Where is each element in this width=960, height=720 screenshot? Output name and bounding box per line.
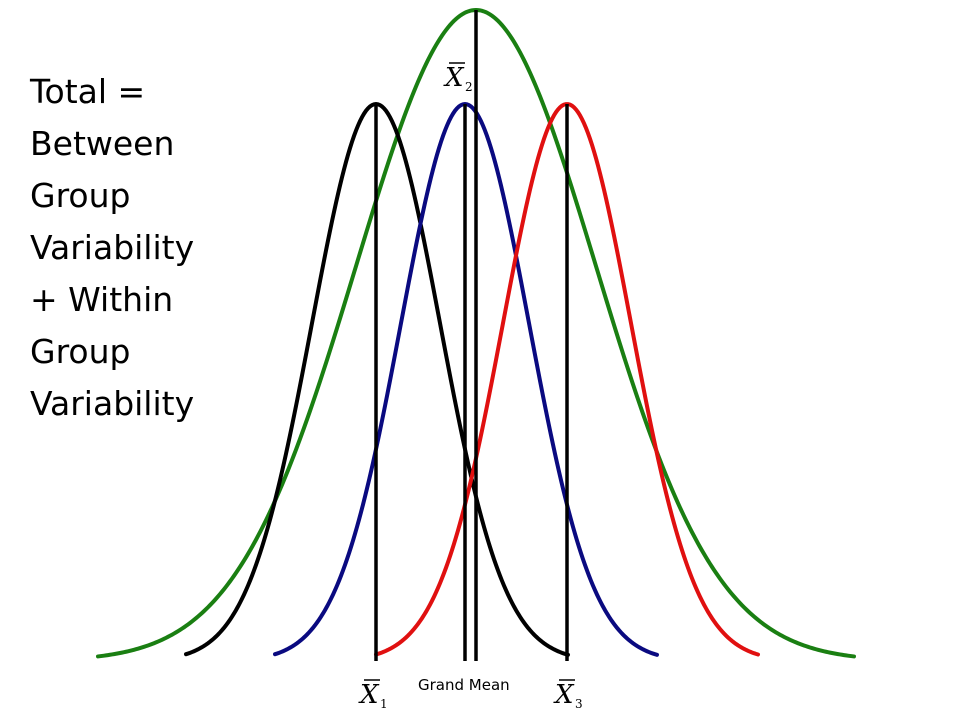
caption-line: Variability [30, 384, 195, 423]
caption-line: Total = [30, 72, 146, 111]
caption-line: Between [30, 124, 175, 163]
x1-letter: X [358, 680, 380, 710]
x2-subscript: 2 [465, 80, 473, 94]
caption-line: + Within [30, 280, 174, 319]
x3-subscript: 3 [575, 697, 583, 711]
x2-letter: X [443, 63, 465, 93]
variability-caption: Total = Between Group Variability + With… [30, 66, 194, 430]
x3-bar-label: X 3 [553, 679, 583, 711]
grand-mean-label: Grand Mean [418, 676, 510, 694]
caption-line: Group [30, 176, 131, 215]
mean-lines-layer [374, 10, 569, 661]
caption-line: Variability [30, 228, 195, 267]
x1-subscript: 1 [380, 697, 388, 711]
x2-bar-label: X 2 [443, 62, 473, 94]
x3-letter: X [553, 680, 575, 710]
caption-line: Group [30, 332, 131, 371]
x1-bar-label: X 1 [358, 679, 388, 711]
